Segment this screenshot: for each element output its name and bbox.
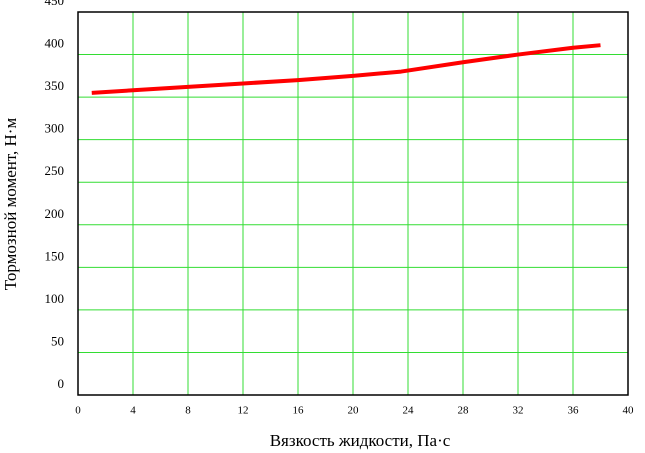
x-axis-label: Вязкость жидкости, Па·с: [270, 431, 451, 450]
x-tick-label: 12: [238, 405, 249, 417]
x-tick-label: 16: [293, 405, 305, 417]
x-tick-label: 0: [75, 405, 81, 417]
y-axis-label: Тормозной момент, Н·м: [1, 118, 20, 291]
data-line: [91, 43, 601, 95]
x-tick-label: 40: [623, 405, 635, 417]
y-tick-label: 300: [45, 121, 65, 136]
x-tick-label: 36: [568, 405, 580, 417]
y-tick-label: 100: [45, 291, 65, 306]
x-tick-label: 24: [403, 405, 415, 417]
y-tick-label: 150: [45, 248, 65, 263]
x-tick-label: 32: [513, 405, 524, 417]
y-tick-label: 200: [45, 206, 65, 221]
y-tick-label: 250: [45, 163, 65, 178]
y-tick-label: 0: [58, 376, 65, 391]
plot-frame: [77, 11, 629, 396]
x-tick-label: 4: [130, 405, 136, 417]
x-tick-label: 28: [458, 405, 470, 417]
y-tick-label: 350: [45, 78, 65, 93]
y-tick-label: 50: [51, 333, 64, 348]
y-tick-label: 450: [45, 0, 65, 8]
x-tick-label: 20: [348, 405, 360, 417]
x-tick-label: 8: [185, 405, 191, 417]
y-tick-label: 400: [45, 36, 65, 51]
